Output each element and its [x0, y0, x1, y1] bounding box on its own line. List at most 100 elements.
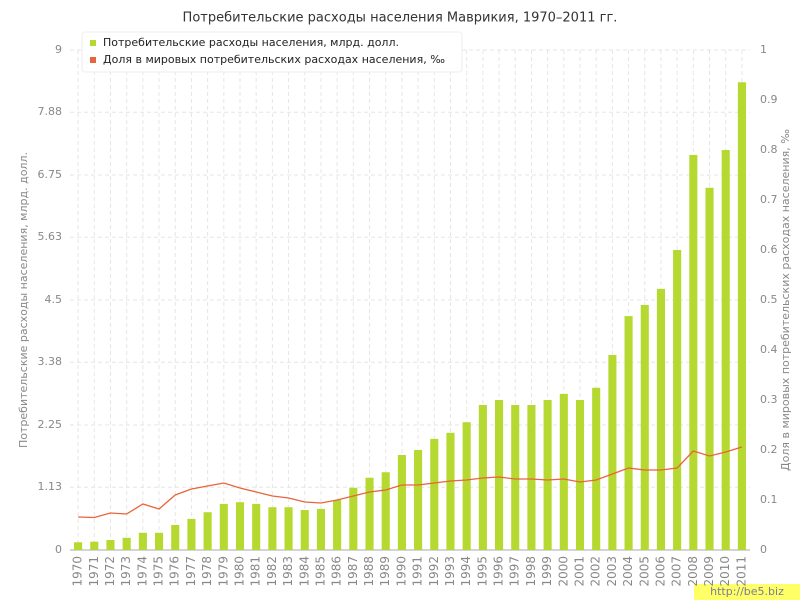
y2-tick-label: 0.6: [760, 243, 778, 256]
bar: [235, 502, 245, 550]
bar: [414, 450, 423, 550]
x-tick-label: 2011: [734, 556, 748, 587]
x-tick-label: 1983: [281, 556, 295, 587]
bar: [138, 532, 147, 550]
bar: [511, 405, 520, 550]
y-tick-label: 4.5: [45, 293, 63, 306]
y-tick-label: 1.13: [38, 480, 63, 493]
bar: [219, 503, 228, 550]
x-tick-label: 1988: [362, 556, 376, 587]
y2-tick-label: 0.9: [760, 93, 778, 106]
bar: [689, 155, 698, 550]
y2-tick-label: 0.8: [760, 143, 778, 156]
bar: [333, 500, 342, 550]
bar: [721, 150, 730, 550]
x-tick-label: 1981: [249, 556, 263, 587]
y2-tick-label: 0.1: [760, 493, 778, 506]
x-tick-label: 1980: [233, 556, 247, 587]
x-tick-label: 2004: [621, 556, 635, 587]
legend-label: Доля в мировых потребительских расходах …: [103, 53, 445, 66]
bar: [122, 537, 131, 550]
x-tick-label: 1976: [168, 556, 182, 587]
y2-tick-label: 0.7: [760, 193, 778, 206]
y2-tick-label: 1: [760, 43, 767, 56]
bar: [365, 477, 374, 550]
bar: [543, 400, 552, 550]
x-tick-label: 1972: [103, 556, 117, 587]
x-tick-label: 2010: [718, 556, 732, 587]
x-tick-label: 1989: [378, 556, 392, 587]
chart-title: Потребительские расходы населения Маврик…: [183, 11, 618, 26]
bar: [203, 512, 212, 550]
y-tick-label: 7.88: [38, 105, 63, 118]
bar: [462, 422, 471, 550]
y-tick-label: 0: [55, 543, 62, 556]
bar: [187, 518, 196, 550]
bar: [575, 400, 585, 550]
x-tick-label: 2000: [556, 556, 570, 587]
x-tick-label: 1973: [119, 556, 133, 587]
x-tick-label: 2006: [653, 556, 667, 587]
y-tick-label: 3.38: [38, 355, 63, 368]
y2-axis-label: Доля в мировых потребительских расходах …: [779, 129, 792, 471]
x-tick-label: 1970: [71, 556, 85, 587]
x-tick-label: 1986: [330, 556, 344, 587]
x-tick-label: 2003: [605, 556, 619, 587]
line-series: [78, 446, 743, 519]
x-tick-label: 1991: [411, 556, 425, 587]
x-tick-label: 1998: [524, 556, 538, 587]
bar: [624, 316, 633, 550]
x-tick-label: 1977: [184, 556, 198, 587]
bar: [268, 507, 277, 550]
legend: Потребительские расходы населения, млрд.…: [81, 31, 463, 73]
bar: [300, 510, 309, 550]
y2-tick-label: 0.2: [760, 443, 778, 456]
bar: [495, 400, 504, 550]
x-tick-label: 1982: [265, 556, 279, 587]
y-axis-label: Потребительские расходы населения, млрд.…: [17, 152, 30, 448]
bar: [74, 542, 83, 550]
bar: [90, 541, 99, 550]
x-tick-label: 1994: [459, 556, 473, 587]
bar: [446, 432, 455, 550]
x-tick-label: 1997: [508, 556, 522, 587]
x-tick-label: 2001: [573, 556, 587, 587]
x-tick-label: 1979: [216, 556, 230, 587]
watermark: http://be5.biz: [710, 585, 784, 598]
x-tick-label: 1971: [87, 556, 101, 587]
x-tick-label: 1996: [492, 556, 506, 587]
y2-tick-label: 0.5: [760, 293, 778, 306]
bar: [608, 355, 617, 550]
bar: [656, 288, 665, 550]
x-tick-label: 1999: [540, 556, 554, 587]
bar: [106, 540, 115, 550]
bar: [316, 508, 325, 550]
x-tick-label: 1992: [427, 556, 441, 587]
y-tick-label: 9: [55, 43, 62, 56]
y-tick-label: 2.25: [38, 418, 63, 431]
bar: [527, 405, 536, 550]
bar: [592, 387, 601, 550]
bar: [559, 393, 568, 550]
x-tick-label: 1985: [313, 556, 327, 587]
legend-label: Потребительские расходы населения, млрд.…: [103, 36, 399, 49]
x-tick-label: 2009: [702, 556, 716, 587]
bar: [171, 525, 180, 550]
bar: [673, 250, 682, 550]
bar: [252, 503, 261, 550]
legend-swatch: [90, 40, 96, 46]
bar: [705, 187, 714, 550]
legend-box: [81, 31, 463, 73]
x-tick-label: 1990: [394, 556, 408, 587]
x-tick-label: 1974: [135, 556, 149, 587]
bar: [284, 507, 293, 550]
x-tick-label: 2002: [589, 556, 603, 587]
bar: [737, 82, 746, 550]
x-tick-label: 2007: [670, 556, 684, 587]
bar: [349, 487, 358, 550]
y2-tick-label: 0.4: [760, 343, 778, 356]
x-tick-label: 1995: [475, 556, 489, 587]
x-tick-label: 1978: [200, 556, 214, 587]
x-tick-label: 1987: [346, 556, 360, 587]
